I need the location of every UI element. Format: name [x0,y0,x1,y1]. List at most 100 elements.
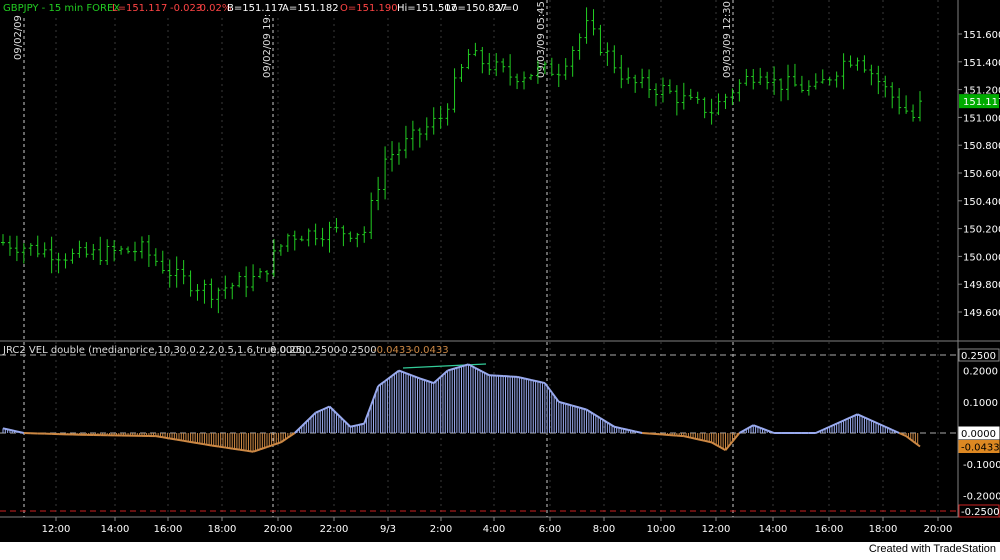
price-bar [876,66,880,94]
indicator-line-segment [357,424,364,426]
price-bar [133,242,137,261]
indicator-line-segment [204,444,211,445]
indicator-line-segment [593,414,600,418]
price-bar [682,83,686,110]
time-axis-label: 14:00 [759,524,788,535]
indicator-line-segment [260,447,267,449]
indicator-line-segment [628,430,635,432]
price-bar [50,237,54,274]
indicator-line-segment [434,377,441,383]
indicator-line-segment [441,371,448,377]
indicator-value-5: -0.0433 [410,345,449,356]
price-bar [786,65,790,100]
indicator-line-segment [184,441,191,442]
indicator-line-segment [455,366,462,368]
indicator-line-segment [517,377,524,379]
price-bar [355,233,359,247]
indicator-line-segment [295,426,302,433]
price-bar [286,234,290,252]
price-axis[interactable]: 151.600151.400151.200151.000150.800150.6… [958,30,1000,319]
indicator-line-segment [642,433,649,434]
price-bar [744,69,748,86]
ask-price: A=151.182 [282,3,339,14]
price-bar [418,128,422,148]
indicator-histogram [3,364,918,451]
indicator-value-2: 0.2500 [305,345,340,356]
price-bar [77,241,81,258]
time-axis-label: 18:00 [208,524,237,535]
indicator-line-segment [309,413,316,420]
time-axis-label: 20:00 [924,524,953,535]
price-axis-label: 151.400 [963,58,1000,69]
price-header: GBPJPY - 15 min FOREX L=151.117 -0.023 -… [0,0,519,15]
indicator-line-segment [475,368,482,372]
indicator-line-segment [281,438,288,443]
price-bar [689,89,693,100]
indicator-line-segment [677,436,684,437]
footer-credit: Created with TradeStation [869,542,996,556]
time-axis-label: 16:00 [815,524,844,535]
indicator-line-segment [448,369,455,371]
indicator-line-segment [350,425,357,427]
price-bar [466,49,470,69]
price-bar [432,107,436,134]
indicator-line-segment [330,406,337,413]
indicator-value-3: -0.2500 [338,345,377,356]
price-axis-label: 151.600 [963,30,1000,41]
price-bar [307,229,311,247]
price-bar [362,226,366,243]
price-bar [70,249,74,264]
price-bar [862,55,866,72]
price-bar [904,95,908,113]
indicator-line-segment [316,410,323,413]
price-bar [230,283,234,299]
indicator-line-segment [274,442,281,444]
price-bar [668,79,672,93]
price-bar [640,69,644,88]
price-axis-label: 149.800 [963,280,1000,291]
indicator-line-segment [399,371,406,374]
price-bar [598,25,602,56]
indicator-line-segment [864,417,871,420]
price-bar [265,270,269,282]
indicator-line-segment [698,439,705,441]
indicator-line-segment [837,421,844,424]
price-bars [1,7,922,313]
indicator-line-segment [871,421,878,424]
indicator-line-segment [719,446,726,450]
indicator-line-segment [767,430,774,433]
price-bar [36,236,40,258]
price-bar [849,55,853,67]
indicator-value-tag: -0.0433 [961,443,1000,454]
price-bar [730,88,734,105]
price-axis-label: 150.400 [963,197,1000,208]
indicator-line-segment [163,437,170,438]
indicator-value-1: 0.0000 [270,345,305,356]
footer: Created with TradeStation [0,542,1000,556]
price-bar [161,251,165,274]
price-bar [821,69,825,83]
price-bar [154,248,158,266]
indicator-axis-label: -0.2000 [963,491,1000,502]
indicator-name: JRC2 VEL double (medianprice,10,30,0.2,2… [2,345,315,356]
time-axis-label: 2:00 [430,524,452,535]
price-bar [515,74,519,89]
price-bar [91,244,95,260]
time-axis-label: 8:00 [593,524,615,535]
symbol-label: GBPJPY - 15 min FOREX [3,3,120,14]
price-bar [126,246,130,253]
price-bar [404,126,408,158]
indicator-line-segment [857,414,864,417]
price-bar [147,235,151,267]
indicator-axis[interactable]: 0.20000.1000-0.1000-0.20000.25000.0000-0… [959,349,1000,518]
indicator-line-segment [878,424,885,427]
indicator-line-segment [538,382,545,384]
indicator-line-segment [739,429,746,433]
price-bar [654,83,658,106]
indicator-line-segment [684,436,691,438]
indicator-axis-label: 0.1000 [963,398,998,409]
price-bar [522,71,526,89]
